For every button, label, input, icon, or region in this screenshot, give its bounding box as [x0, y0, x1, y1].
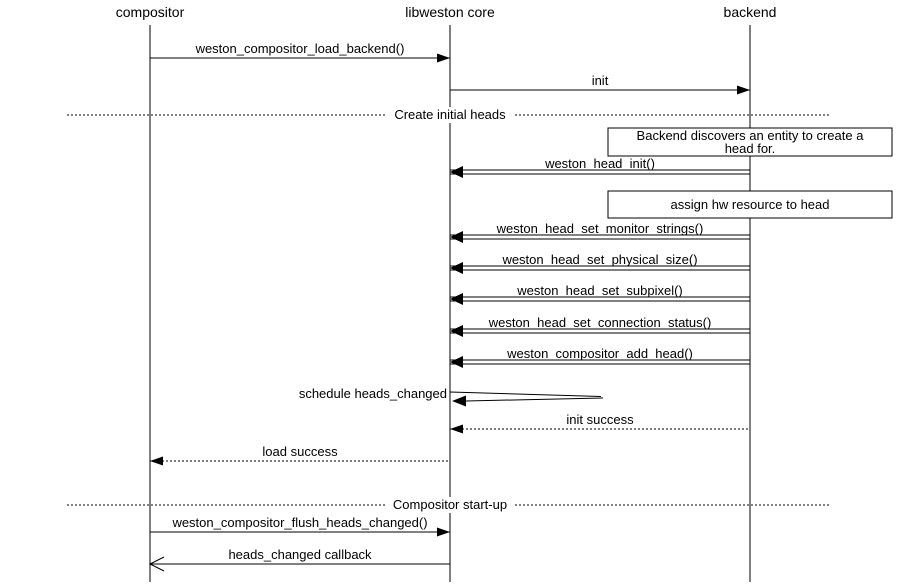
filled-arrowhead-right-icon	[737, 85, 750, 95]
note-text: assign hw resource to head	[671, 197, 830, 212]
message-init: init	[450, 73, 750, 95]
filled-arrowhead-left-icon	[450, 356, 463, 368]
selfloop-line-out	[449, 391, 602, 397]
message-set-physical-size: weston_head_set_physical_size()	[450, 252, 750, 274]
message-label: weston_head_set_connection_status()	[488, 315, 712, 330]
message-label: weston_head_init()	[544, 156, 655, 171]
divider-label-mask	[386, 497, 514, 513]
message-set-monitor-strings: weston_head_set_monitor_strings()	[450, 221, 750, 243]
message-flush-heads-changed: weston_compositor_flush_heads_changed()	[150, 515, 450, 537]
message-load-success: load success	[150, 444, 450, 466]
actor-backend: backend	[724, 4, 777, 20]
note-text-line2: head for.	[725, 141, 776, 156]
open-arrowhead-left-icon	[148, 556, 165, 572]
message-label: schedule heads_changed	[299, 386, 447, 401]
note-text-line1: Backend discovers an entity to create a	[637, 128, 865, 143]
filled-arrowhead-right-icon	[437, 53, 450, 63]
message-init-success: init success	[450, 412, 750, 434]
note-assign-hw-resource: assign hw resource to head	[607, 190, 893, 219]
divider-label: Compositor start-up	[393, 497, 507, 512]
filled-arrowhead-right-icon	[437, 527, 450, 537]
message-set-connection-status: weston_head_set_connection_status()	[450, 315, 750, 337]
message-label: weston_head_set_physical_size()	[501, 252, 697, 267]
message-label: heads_changed callback	[228, 547, 372, 562]
message-load-backend: weston_compositor_load_backend()	[150, 41, 450, 63]
filled-arrowhead-left-icon	[150, 456, 163, 466]
divider-label: Create initial heads	[394, 107, 506, 122]
message-heads-changed-callback: heads_changed callback	[148, 547, 450, 572]
filled-arrowhead-left-icon	[450, 325, 463, 337]
filled-arrowhead-left-icon	[450, 424, 463, 434]
actor-labels: compositor libweston core backend	[116, 4, 777, 20]
message-head-init: weston_head_init()	[450, 156, 750, 178]
selfloop-line-back	[465, 397, 604, 402]
message-label: weston_head_set_subpixel()	[516, 283, 683, 298]
note-box	[607, 127, 893, 157]
message-label: weston_compositor_flush_heads_changed()	[171, 515, 427, 530]
filled-arrowhead-left-icon	[450, 293, 463, 305]
note-box	[607, 190, 893, 219]
divider-compositor-startup: Compositor start-up	[67, 497, 830, 513]
filled-arrowhead-left-icon	[452, 395, 466, 407]
message-set-subpixel: weston_head_set_subpixel()	[450, 283, 750, 305]
divider-label-mask	[387, 107, 513, 123]
note-backend-discovers: Backend discovers an entity to create a …	[607, 127, 893, 157]
actor-compositor: compositor	[116, 4, 185, 20]
actor-libweston-core: libweston core	[405, 4, 495, 20]
message-label: weston_compositor_load_backend()	[195, 41, 405, 56]
message-label: load success	[262, 444, 338, 459]
message-add-head: weston_compositor_add_head()	[450, 346, 750, 368]
message-schedule-heads-changed: schedule heads_changed	[299, 386, 604, 407]
filled-arrowhead-left-icon	[450, 262, 463, 274]
filled-arrowhead-left-icon	[450, 166, 463, 178]
message-label: weston_compositor_add_head()	[506, 346, 693, 361]
message-label: init success	[566, 412, 634, 427]
divider-create-initial-heads: Create initial heads	[67, 107, 830, 123]
message-label: init	[592, 73, 609, 88]
message-label: weston_head_set_monitor_strings()	[496, 221, 704, 236]
filled-arrowhead-left-icon	[450, 231, 463, 243]
